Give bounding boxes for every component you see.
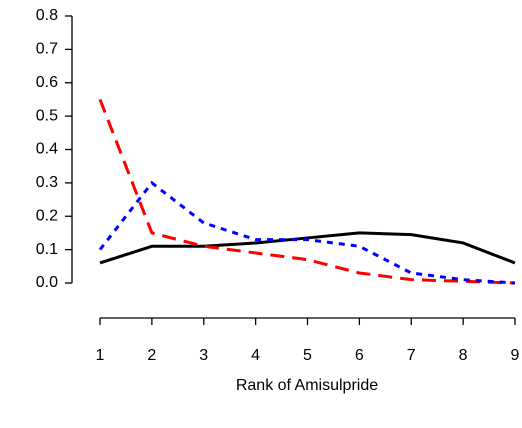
y-tick-label: 0.4 [36, 141, 58, 158]
x-tick-label: 5 [303, 347, 312, 364]
y-tick-label: 0.0 [36, 274, 58, 291]
x-tick-label: 1 [96, 347, 105, 364]
x-axis-label: Rank of Amisulpride [236, 377, 378, 394]
x-tick-label: 9 [511, 347, 520, 364]
y-tick-label: 0.1 [36, 241, 58, 258]
x-tick-label: 8 [459, 347, 468, 364]
line-series [98, 98, 516, 285]
y-tick-label: 0.5 [36, 107, 58, 124]
x-tick-label: 7 [407, 347, 416, 364]
x-tick-label: 4 [251, 347, 260, 364]
y-tick-label: 0.2 [36, 207, 58, 224]
x-tick-label: 3 [199, 347, 208, 364]
y-tick-label: 0.6 [36, 74, 58, 91]
y-tick-label: 0.7 [36, 41, 58, 58]
x-tick-label: 6 [355, 347, 364, 364]
line-series [98, 180, 516, 285]
x-tick-label: 2 [147, 347, 156, 364]
line-series [99, 231, 516, 265]
y-tick-label: 0.8 [36, 7, 58, 24]
y-tick-label: 0.3 [36, 174, 58, 191]
